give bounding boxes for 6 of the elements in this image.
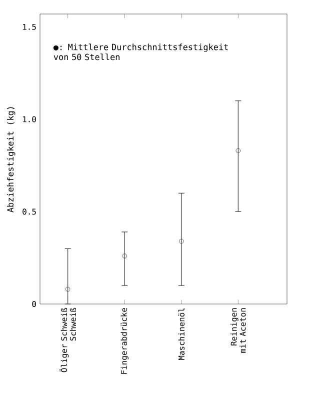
point [65, 286, 70, 292]
point [236, 148, 241, 154]
point [178, 238, 184, 244]
point [122, 254, 127, 258]
y-axis-title: Abziehfestigkeit (kg) [6, 107, 16, 212]
annotation: ●: Mittlere Durchschnittsfestigkeit von 50 Stellen [53, 44, 228, 60]
